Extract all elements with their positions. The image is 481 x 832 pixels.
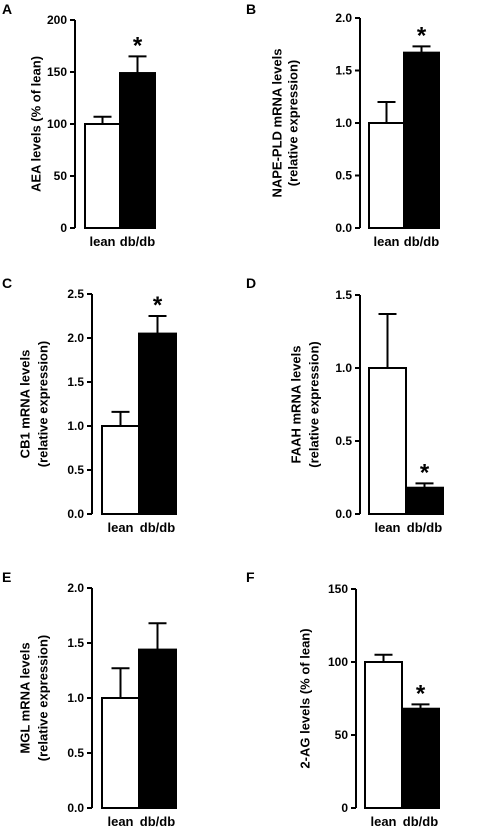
y-tick-label: 0.0 xyxy=(67,801,84,815)
y-tick-label: 1.5 xyxy=(67,636,84,650)
category-label: lean xyxy=(374,520,400,535)
y-axis-label: (relative expression) xyxy=(36,635,51,761)
panel-letter: E xyxy=(2,569,11,585)
y-tick-label: 200 xyxy=(47,13,67,27)
y-tick-label: 1.5 xyxy=(335,288,352,302)
category-label: db/db xyxy=(403,814,438,829)
y-axis-label: FAAH mRNA levels xyxy=(289,346,304,464)
panel-letter: A xyxy=(2,1,12,17)
y-tick-label: 150 xyxy=(328,582,348,596)
panel-letter: B xyxy=(246,1,256,17)
y-tick-label: 2.5 xyxy=(67,287,84,301)
y-tick-label: 0.5 xyxy=(67,746,84,760)
y-tick-label: 0.5 xyxy=(335,169,352,183)
panel-d: D FAAH mRNA levels (relative expression) 0.… xyxy=(246,275,444,535)
y-tick-label: 0.5 xyxy=(335,434,352,448)
bar-lean xyxy=(368,122,405,229)
panel-a: A AEA levels (% of lean) 0 50 100 150 200 lean d… xyxy=(2,1,156,249)
y-axis-label: NAPE-PLD mRNA levels xyxy=(270,48,285,197)
panel-c: C CB1 mRNA levels (relative expression) 0.0… xyxy=(2,275,177,535)
y-axis-label: AEA levels (% of lean) xyxy=(29,56,44,192)
y-tick-label: 1.0 xyxy=(67,691,84,705)
bar-db-db xyxy=(403,51,440,230)
category-label: lean xyxy=(373,234,399,249)
panel-letter: F xyxy=(246,569,255,585)
y-tick-label: 0.0 xyxy=(335,221,352,235)
panel-letter: C xyxy=(2,275,12,291)
category-label: db/db xyxy=(140,520,175,535)
category-label: lean xyxy=(107,520,133,535)
category-label: lean xyxy=(107,814,133,829)
significance-star: * xyxy=(416,680,426,707)
category-label: lean xyxy=(370,814,396,829)
bar-db-db xyxy=(401,707,440,809)
y-tick-label: 1.0 xyxy=(335,116,352,130)
y-tick-label: 50 xyxy=(335,728,349,742)
y-tick-label: 0.5 xyxy=(67,463,84,477)
category-label: db/db xyxy=(404,234,439,249)
y-tick-label: 150 xyxy=(47,65,67,79)
y-tick-label: 2.0 xyxy=(67,581,84,595)
y-tick-label: 2.0 xyxy=(67,331,84,345)
significance-star: * xyxy=(417,22,427,49)
bar-lean xyxy=(101,697,140,809)
y-tick-label: 0 xyxy=(60,221,67,235)
y-tick-label: 100 xyxy=(47,117,67,131)
bar-db-db xyxy=(138,648,177,809)
y-tick-label: 1.0 xyxy=(67,419,84,433)
bar-lean xyxy=(368,367,407,515)
y-tick-label: 1.5 xyxy=(67,375,84,389)
y-tick-label: 2.0 xyxy=(335,11,352,25)
significance-star: * xyxy=(153,292,163,319)
y-axis-label: 2-AG levels (% of lean) xyxy=(298,628,313,768)
bar-db-db xyxy=(138,332,177,515)
y-tick-label: 1.0 xyxy=(335,361,352,375)
y-tick-label: 1.5 xyxy=(335,64,352,78)
category-label: db/db xyxy=(407,520,442,535)
panel-letter: D xyxy=(246,275,256,291)
category-label: db/db xyxy=(120,234,155,249)
bar-lean xyxy=(101,425,140,515)
y-tick-label: 100 xyxy=(328,655,348,669)
panel-e: E MGL mRNA levels (relative expression) 0.0… xyxy=(2,569,177,829)
y-tick-label: 0 xyxy=(341,801,348,815)
panel-b: B NAPE-PLD mRNA levels (relative expressio… xyxy=(246,1,440,249)
y-axis-label: (relative expression) xyxy=(307,341,322,467)
bar-db-db xyxy=(405,486,444,516)
y-tick-label: 50 xyxy=(54,169,68,183)
category-label: lean xyxy=(89,234,115,249)
category-label: db/db xyxy=(140,814,175,829)
bar-lean xyxy=(84,123,121,229)
y-tick-label: 0.0 xyxy=(67,507,84,521)
significance-star: * xyxy=(133,32,143,59)
y-axis-label: CB1 mRNA levels xyxy=(18,350,33,459)
bar-lean xyxy=(364,661,403,809)
y-axis-label: (relative expression) xyxy=(286,60,301,186)
y-axis-label: (relative expression) xyxy=(36,341,51,467)
y-axis-label: MGL mRNA levels xyxy=(18,642,33,753)
bar-db-db xyxy=(119,72,156,230)
y-tick-label: 0.0 xyxy=(335,507,352,521)
significance-star: * xyxy=(420,459,430,486)
panel-f: F 2-AG levels (% of lean) 0 50 100 150 lean db/… xyxy=(246,569,440,829)
